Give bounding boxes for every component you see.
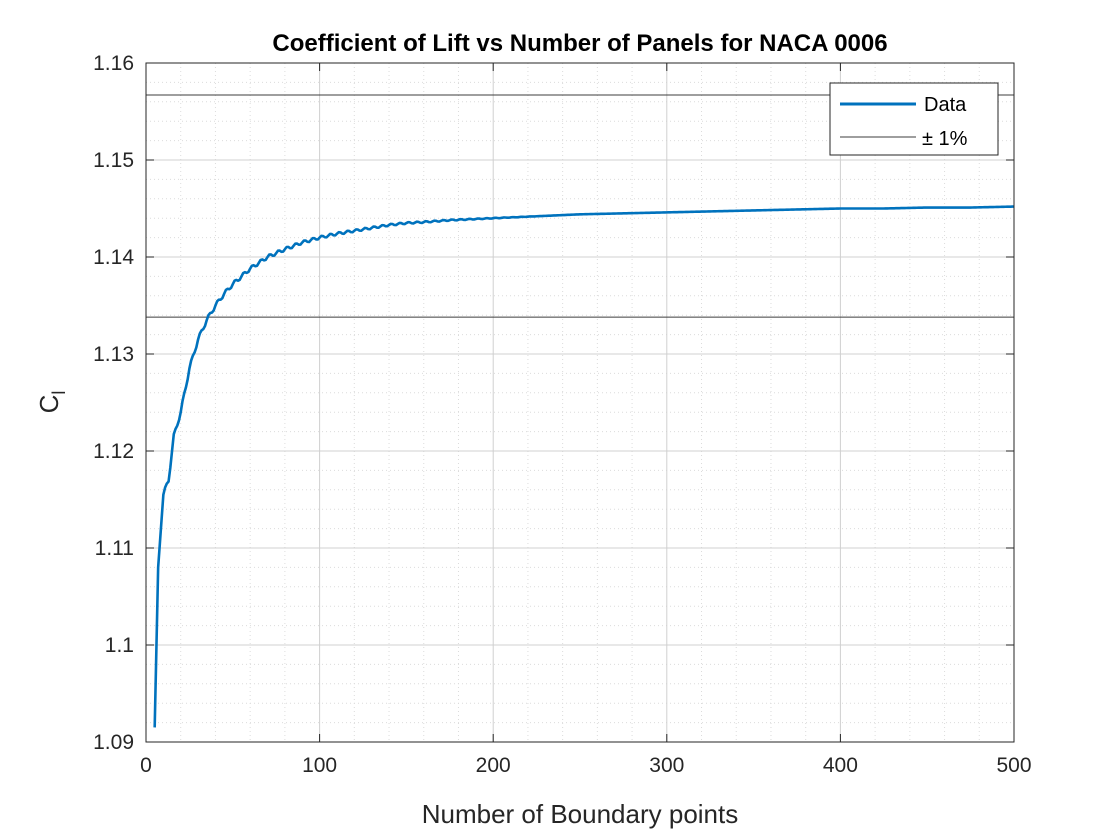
svg-text:Cl: Cl	[34, 391, 69, 414]
x-tick-label: 500	[996, 754, 1031, 777]
legend-box	[829, 82, 999, 156]
plot-frame	[145, 62, 1015, 743]
y-tick-label: 1.15	[93, 149, 134, 172]
y-axis-label-sub: l	[49, 391, 69, 395]
y-tick-label: 1.1	[105, 634, 134, 657]
y-tick-label: 1.12	[93, 440, 134, 463]
x-tick-label: 0	[140, 754, 152, 777]
chart-title: Coefficient of Lift vs Number of Panels …	[272, 30, 887, 57]
legend: Data ± 1%	[829, 82, 999, 156]
y-tick-label: 1.11	[95, 537, 134, 560]
legend-label-ref: ± 1%	[922, 128, 968, 150]
legend-label-data: Data	[924, 94, 967, 116]
y-tick-labels: 1.09 1.1 1.11 1.12 1.13 1.14 1.15 1.16	[93, 52, 134, 754]
y-tick-label: 1.13	[93, 343, 134, 366]
x-tick-label: 200	[476, 754, 511, 777]
x-tick-label: 100	[302, 754, 337, 777]
x-axis-label: Number of Boundary points	[422, 799, 739, 829]
minor-grid	[146, 63, 1014, 742]
series-line-data	[153, 205, 1015, 728]
y-tick-label: 1.09	[93, 731, 134, 754]
series-layer	[153, 205, 1015, 728]
plot-area	[146, 63, 1014, 742]
x-tick-label: 400	[823, 754, 858, 777]
y-axis-label: Cl	[34, 391, 69, 414]
y-tick-label: 1.16	[93, 52, 134, 75]
y-tick-label: 1.14	[93, 246, 134, 269]
y-axis-label-main: C	[34, 395, 64, 414]
x-tick-labels: 0 100 200 300 400 500	[140, 754, 1031, 777]
tick-marks	[145, 62, 1015, 743]
x-tick-label: 300	[649, 754, 684, 777]
